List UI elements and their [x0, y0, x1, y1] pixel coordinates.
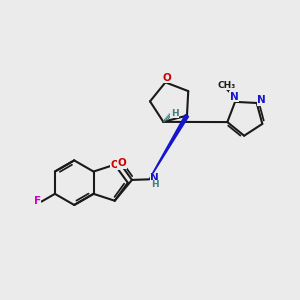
Text: O: O: [118, 158, 127, 168]
Polygon shape: [149, 115, 189, 179]
Text: F: F: [34, 196, 41, 206]
Text: CH₃: CH₃: [217, 81, 236, 90]
Text: H: H: [171, 109, 178, 118]
Text: H: H: [151, 181, 158, 190]
Text: O: O: [162, 73, 171, 82]
Text: N: N: [257, 95, 266, 105]
Text: N: N: [230, 92, 239, 102]
Text: N: N: [150, 173, 159, 183]
Text: O: O: [110, 160, 119, 170]
